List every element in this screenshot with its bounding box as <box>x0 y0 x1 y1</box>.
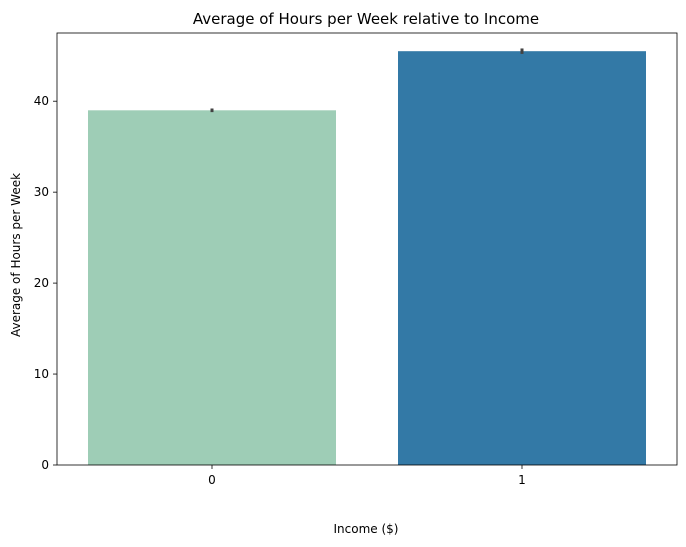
y-tick-label-0: 0 <box>41 458 49 472</box>
y-tick-label-30: 30 <box>34 185 49 199</box>
y-axis-label: Average of Hours per Week <box>9 173 23 337</box>
chart-title: Average of Hours per Week relative to In… <box>193 10 539 28</box>
y-tick-label-20: 20 <box>34 276 49 290</box>
x-tick-label-0: 0 <box>208 473 216 487</box>
bar-0 <box>88 110 336 465</box>
axes-frame <box>56 32 678 466</box>
bar-1 <box>398 51 646 465</box>
x-axis-label: Income ($) <box>334 522 399 536</box>
y-tick-label-10: 10 <box>34 367 49 381</box>
y-tick-label-40: 40 <box>34 94 49 108</box>
x-tick-label-1: 1 <box>518 473 526 487</box>
